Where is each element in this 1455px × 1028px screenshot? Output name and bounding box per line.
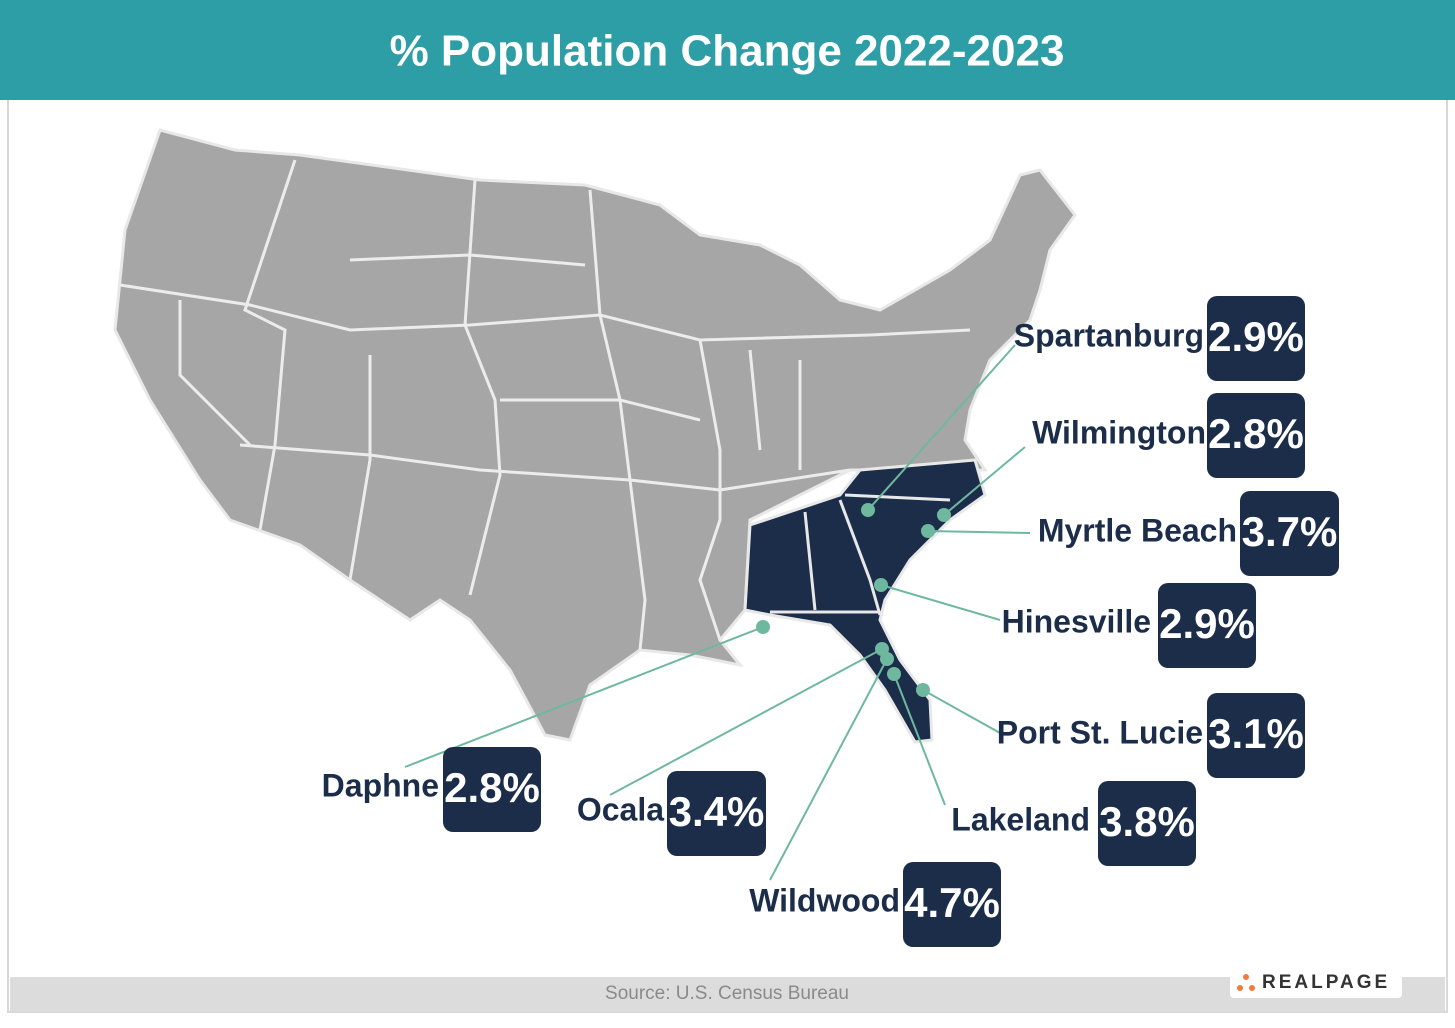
city-name: Myrtle Beach xyxy=(1038,512,1237,548)
leader-line xyxy=(893,673,946,806)
value-label: 3.1% xyxy=(1208,710,1304,757)
value-badge xyxy=(903,862,1001,947)
value-badge xyxy=(1098,781,1196,866)
city-dot xyxy=(937,508,951,522)
logo-dot xyxy=(1237,985,1243,991)
city-dot xyxy=(756,620,770,634)
value-badge xyxy=(1240,491,1339,576)
logo: REALPAGE xyxy=(1262,972,1390,993)
value-label: 3.8% xyxy=(1099,798,1195,845)
leader-line xyxy=(404,626,764,768)
city-name: Wilmington xyxy=(1032,414,1206,450)
city-dot xyxy=(916,683,930,697)
leader-line xyxy=(769,658,888,881)
value-badge xyxy=(1207,393,1305,478)
state-lines xyxy=(119,159,971,651)
title: % Population Change 2022-2023 xyxy=(390,27,1065,76)
value-label: 4.7% xyxy=(904,879,1000,926)
city-name: Hinesville xyxy=(1002,603,1151,639)
leader-line xyxy=(922,689,1001,734)
value-label: 3.7% xyxy=(1242,508,1338,555)
southeast-lines xyxy=(770,493,951,616)
source: Source: U.S. Census Bureau xyxy=(605,983,849,1004)
leader-line xyxy=(927,530,1031,534)
leader-line xyxy=(880,584,1001,621)
leader-line xyxy=(867,344,1016,511)
city-name: Daphne xyxy=(322,767,439,803)
value-label: 2.8% xyxy=(1208,410,1304,457)
value-label: 3.4% xyxy=(669,788,765,835)
leader-line xyxy=(943,446,1026,516)
city-name: Wildwood xyxy=(749,882,900,918)
logo-dot xyxy=(1249,985,1255,991)
value-label: 2.9% xyxy=(1159,600,1255,647)
value-badge xyxy=(1207,296,1305,381)
city-name: Spartanburg xyxy=(1014,317,1204,353)
city-name: Lakeland xyxy=(951,801,1090,837)
city-dot xyxy=(887,667,901,681)
value-label: 2.8% xyxy=(444,764,540,811)
value-badge xyxy=(443,747,541,832)
logo-box xyxy=(1230,965,1402,998)
city-callouts: Spartanburg 2.9%Wilmington 2.8%Myrtle Beac… xyxy=(322,296,1339,947)
value-badge xyxy=(667,771,766,856)
us-states xyxy=(113,128,1077,742)
leader-line xyxy=(609,648,883,796)
city-name: Ocala xyxy=(577,791,664,827)
value-badge xyxy=(1158,583,1256,668)
city-dot xyxy=(921,524,935,538)
value-badge xyxy=(1207,693,1305,778)
city-dot xyxy=(874,578,888,592)
footer xyxy=(10,977,1445,1011)
city-dot xyxy=(875,642,889,656)
city-dot xyxy=(861,503,875,517)
city-name: Port St. Lucie xyxy=(997,714,1203,750)
header xyxy=(0,0,1455,100)
value-label: 2.9% xyxy=(1208,313,1304,360)
logo-dot xyxy=(1243,974,1249,980)
